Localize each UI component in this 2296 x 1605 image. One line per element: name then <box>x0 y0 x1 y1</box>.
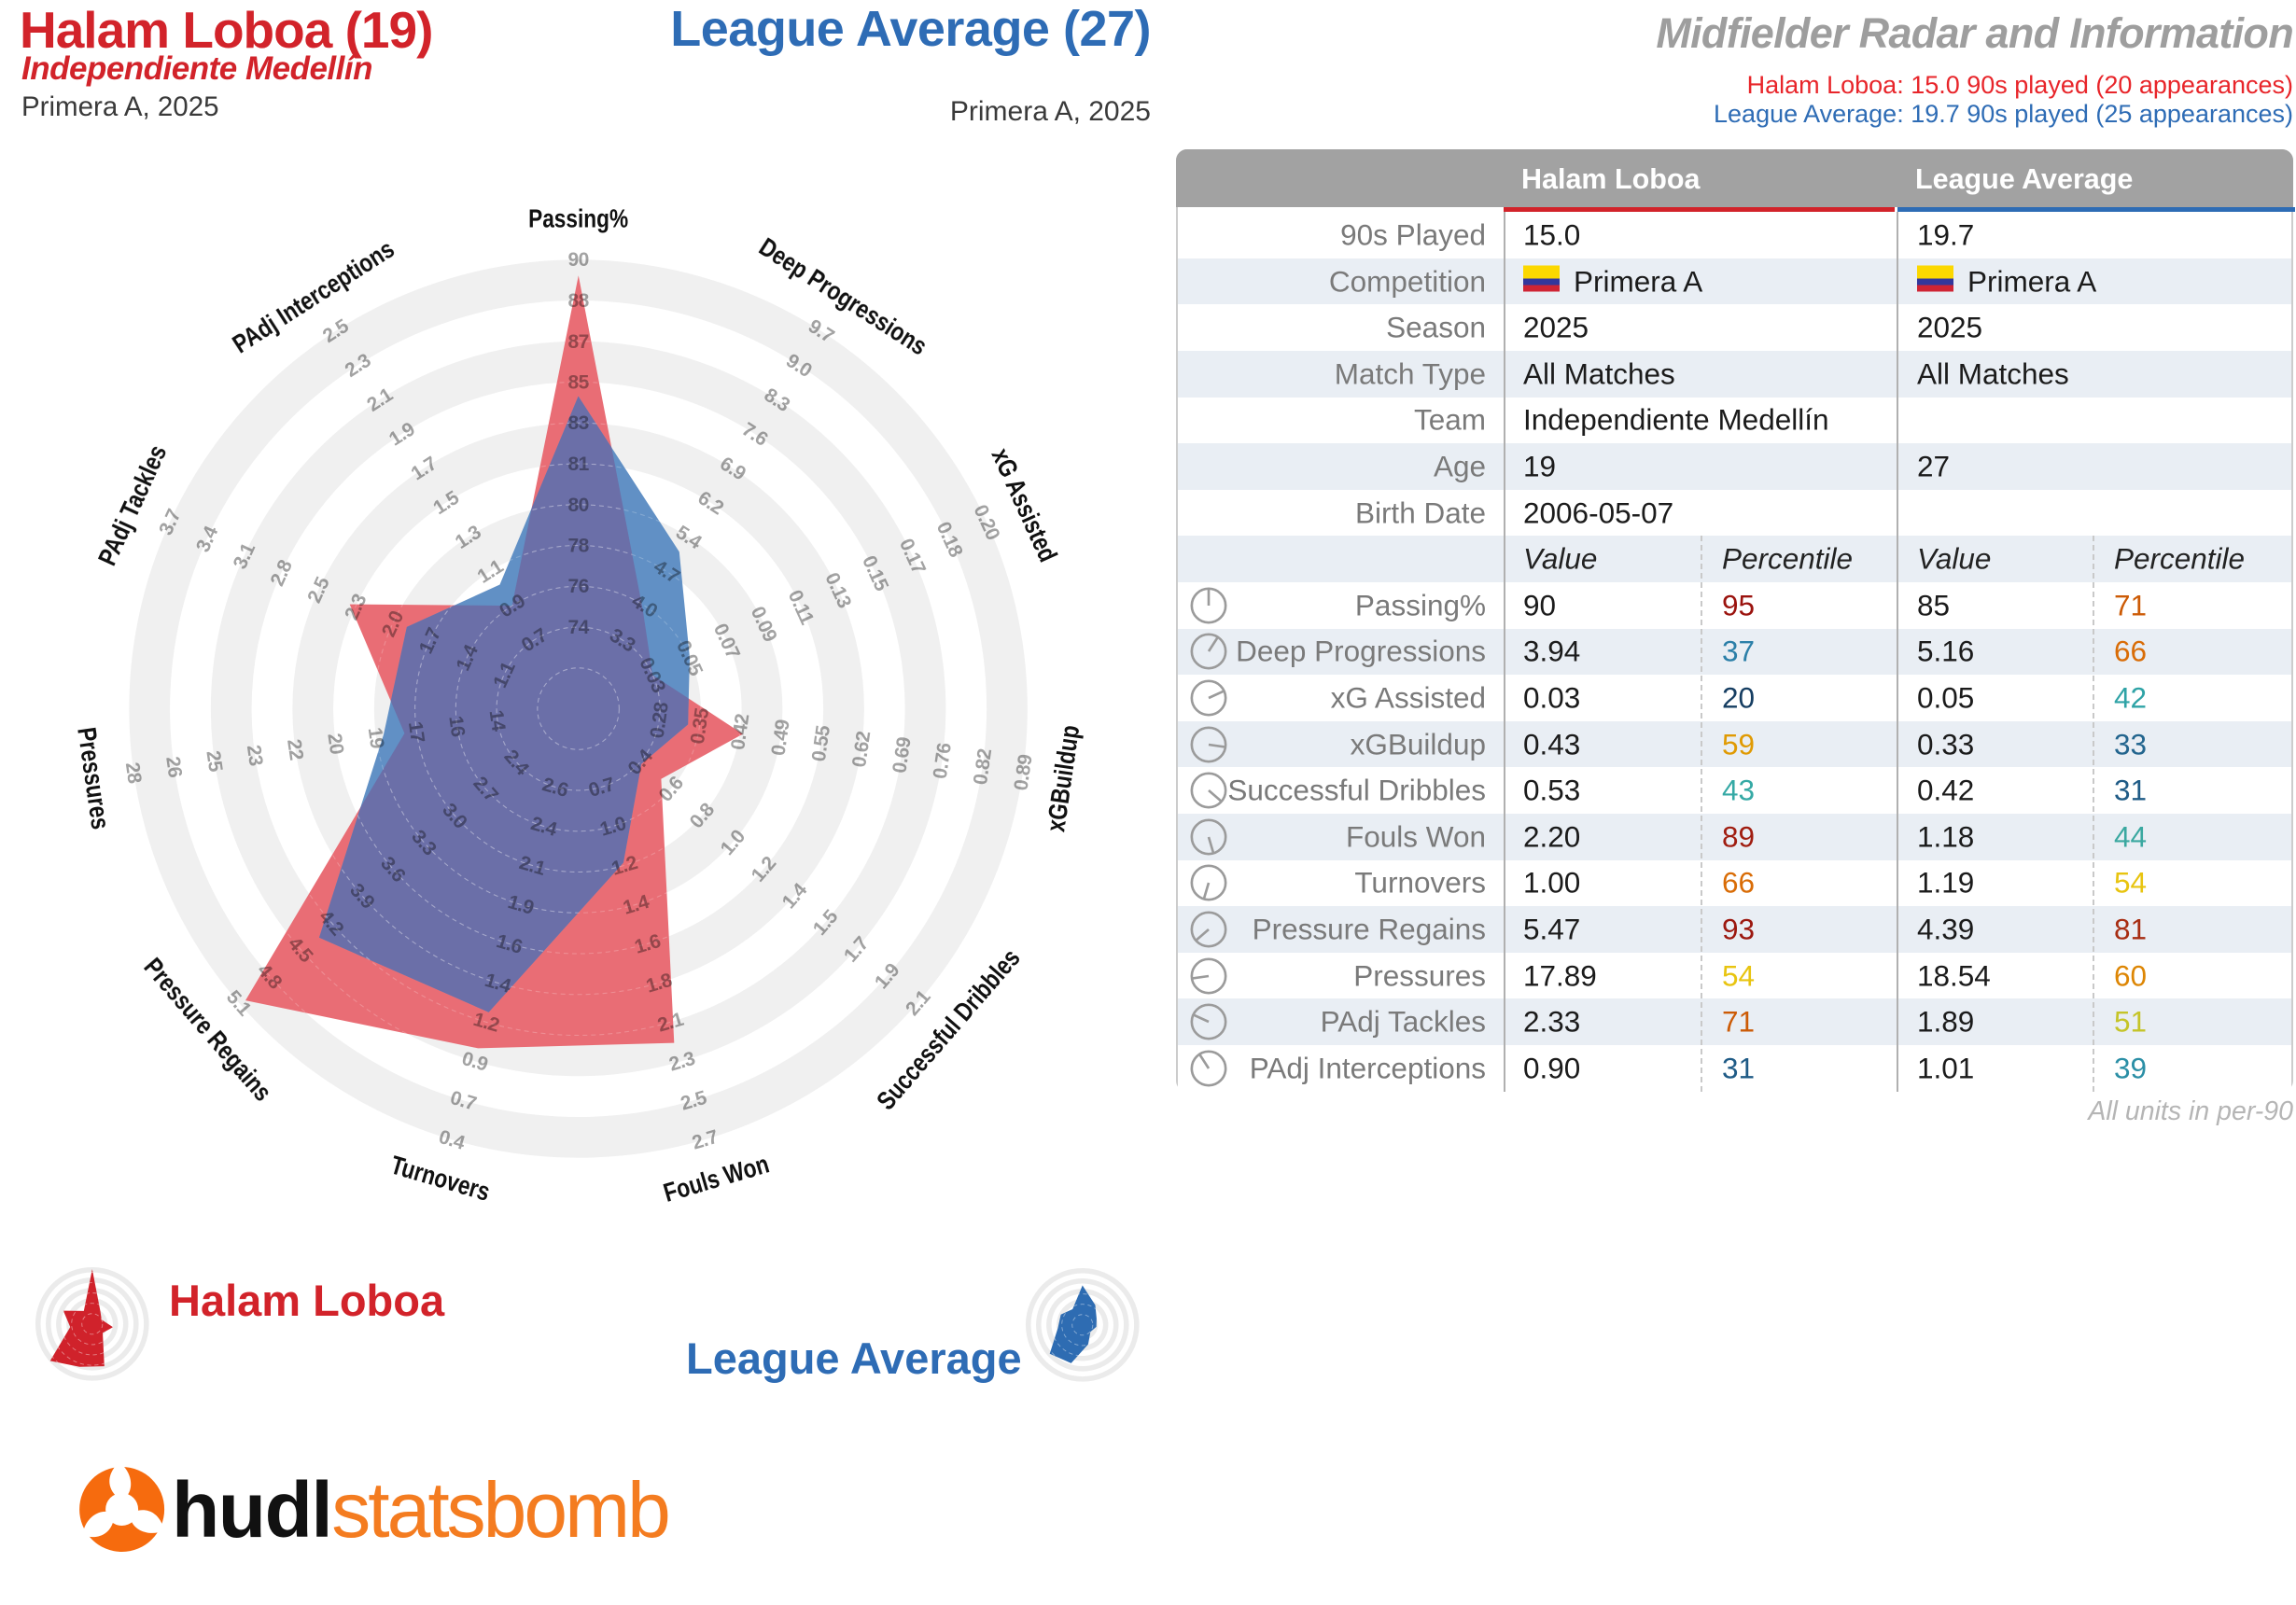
svg-text:23: 23 <box>243 744 267 767</box>
svg-text:0.35: 0.35 <box>687 706 713 746</box>
svg-text:Pressures: Pressures <box>72 725 115 830</box>
svg-text:80: 80 <box>568 495 589 516</box>
svg-text:Turnovers: Turnovers <box>387 1150 493 1206</box>
svg-text:22: 22 <box>283 738 307 761</box>
svg-text:28: 28 <box>121 761 146 785</box>
svg-text:16: 16 <box>444 715 469 738</box>
svg-text:0.76: 0.76 <box>930 742 956 780</box>
svg-text:85: 85 <box>568 372 590 394</box>
svg-text:0.42: 0.42 <box>727 713 753 751</box>
svg-text:0.55: 0.55 <box>808 723 834 762</box>
svg-text:0.89: 0.89 <box>1010 753 1036 791</box>
svg-text:19: 19 <box>364 726 388 749</box>
svg-text:0.28: 0.28 <box>647 700 673 739</box>
svg-text:20: 20 <box>323 732 347 755</box>
svg-text:0.82: 0.82 <box>970 747 996 786</box>
svg-text:74: 74 <box>568 617 590 638</box>
svg-text:xGBuildup: xGBuildup <box>1041 723 1085 833</box>
svg-text:0.62: 0.62 <box>848 730 875 768</box>
svg-text:26: 26 <box>161 755 186 778</box>
svg-text:87: 87 <box>568 331 589 353</box>
svg-text:25: 25 <box>202 749 226 774</box>
svg-text:76: 76 <box>568 576 589 597</box>
svg-text:83: 83 <box>568 412 589 434</box>
svg-text:78: 78 <box>568 536 590 557</box>
svg-text:0.49: 0.49 <box>767 719 793 757</box>
svg-text:Fouls Won: Fouls Won <box>660 1150 772 1207</box>
svg-text:81: 81 <box>568 454 590 475</box>
svg-text:Passing%: Passing% <box>528 204 628 233</box>
svg-text:17: 17 <box>404 720 428 744</box>
svg-text:0.69: 0.69 <box>889 736 915 775</box>
svg-text:14: 14 <box>485 708 510 733</box>
svg-text:88: 88 <box>568 290 590 312</box>
svg-text:90: 90 <box>568 249 589 271</box>
